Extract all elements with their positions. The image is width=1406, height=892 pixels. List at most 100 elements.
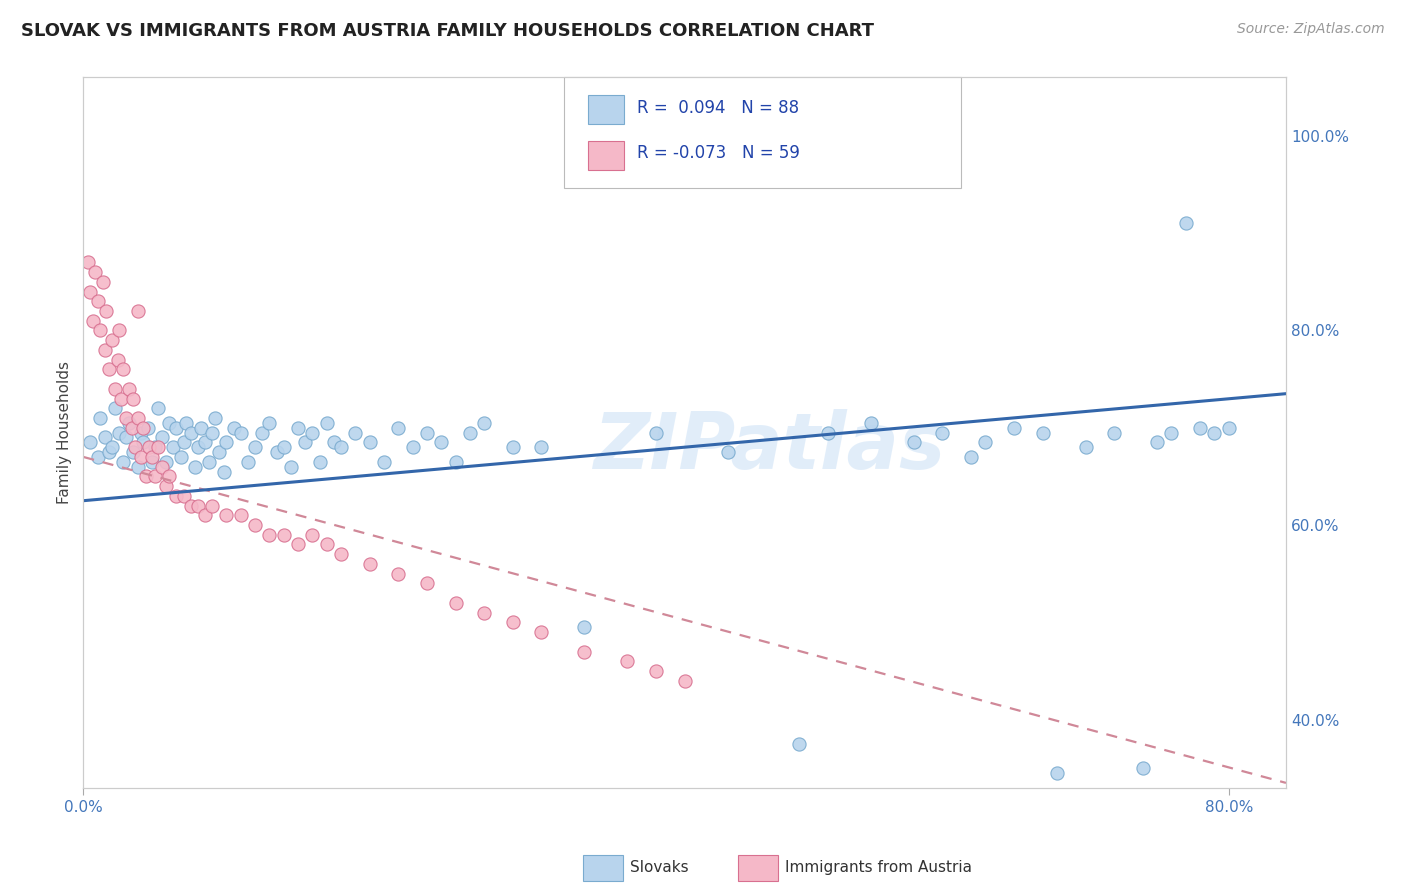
- Point: [1046, 766, 1069, 780]
- Point: [236, 455, 259, 469]
- Point: [215, 508, 238, 523]
- Point: [1102, 425, 1125, 440]
- Point: [143, 469, 166, 483]
- Point: [76, 255, 98, 269]
- Point: [430, 435, 453, 450]
- Point: [150, 459, 173, 474]
- Point: [673, 673, 696, 688]
- Point: [330, 547, 353, 561]
- Point: [101, 440, 124, 454]
- Point: [121, 421, 143, 435]
- Point: [184, 459, 207, 474]
- Point: [416, 425, 439, 440]
- Point: [127, 304, 149, 318]
- Point: [502, 440, 524, 454]
- Point: [101, 333, 124, 347]
- Point: [472, 416, 495, 430]
- Point: [132, 421, 155, 435]
- Point: [1160, 425, 1182, 440]
- Point: [204, 411, 226, 425]
- Point: [252, 425, 274, 440]
- Point: [416, 576, 439, 591]
- Point: [974, 435, 997, 450]
- Point: [162, 440, 184, 454]
- Point: [127, 411, 149, 425]
- Point: [1002, 421, 1025, 435]
- Point: [122, 392, 145, 406]
- Point: [903, 435, 925, 450]
- Point: [574, 620, 596, 634]
- Point: [215, 435, 238, 450]
- Point: [322, 435, 344, 450]
- Point: [530, 625, 553, 640]
- Point: [716, 445, 738, 459]
- Point: [315, 416, 337, 430]
- Point: [243, 440, 266, 454]
- Point: [104, 382, 127, 396]
- Point: [79, 435, 101, 450]
- Point: [165, 421, 187, 435]
- Point: [1218, 421, 1240, 435]
- Point: [86, 450, 108, 464]
- Point: [574, 644, 596, 658]
- Point: [124, 440, 146, 454]
- Point: [344, 425, 367, 440]
- Point: [817, 425, 839, 440]
- Point: [190, 421, 212, 435]
- Point: [180, 425, 202, 440]
- Point: [859, 416, 882, 430]
- Point: [157, 416, 180, 430]
- Point: [229, 425, 252, 440]
- Text: Immigrants from Austria: Immigrants from Austria: [785, 861, 972, 875]
- Point: [89, 323, 111, 337]
- Point: [118, 382, 141, 396]
- Point: [359, 557, 381, 571]
- Point: [104, 401, 127, 416]
- Point: [157, 469, 180, 483]
- Point: [229, 508, 252, 523]
- FancyBboxPatch shape: [589, 95, 624, 124]
- Point: [208, 445, 231, 459]
- Point: [180, 499, 202, 513]
- Y-axis label: Family Households: Family Households: [58, 361, 72, 504]
- Point: [141, 450, 163, 464]
- Point: [112, 362, 135, 376]
- Point: [201, 425, 224, 440]
- Point: [94, 430, 117, 444]
- Point: [301, 528, 323, 542]
- Point: [444, 596, 467, 610]
- Point: [530, 440, 553, 454]
- Point: [86, 294, 108, 309]
- Point: [132, 435, 155, 450]
- Point: [201, 499, 224, 513]
- Point: [194, 508, 217, 523]
- Point: [127, 459, 149, 474]
- Point: [122, 445, 145, 459]
- Point: [173, 489, 195, 503]
- Text: Slovaks: Slovaks: [630, 861, 689, 875]
- Point: [136, 421, 159, 435]
- Point: [266, 445, 288, 459]
- Point: [146, 440, 169, 454]
- Point: [373, 455, 395, 469]
- Point: [502, 615, 524, 630]
- Point: [146, 401, 169, 416]
- Point: [135, 469, 157, 483]
- Point: [107, 352, 129, 367]
- Point: [1146, 435, 1168, 450]
- Point: [89, 411, 111, 425]
- Point: [187, 440, 209, 454]
- Text: R =  0.094   N = 88: R = 0.094 N = 88: [637, 99, 799, 117]
- Point: [83, 265, 105, 279]
- Text: R = -0.073   N = 59: R = -0.073 N = 59: [637, 145, 800, 162]
- Point: [173, 435, 195, 450]
- Text: ZIPatlas: ZIPatlas: [593, 409, 945, 485]
- Point: [138, 440, 160, 454]
- Point: [960, 450, 983, 464]
- Point: [115, 430, 138, 444]
- Point: [387, 421, 409, 435]
- Point: [259, 416, 281, 430]
- Point: [194, 435, 217, 450]
- Point: [150, 430, 173, 444]
- FancyBboxPatch shape: [589, 141, 624, 169]
